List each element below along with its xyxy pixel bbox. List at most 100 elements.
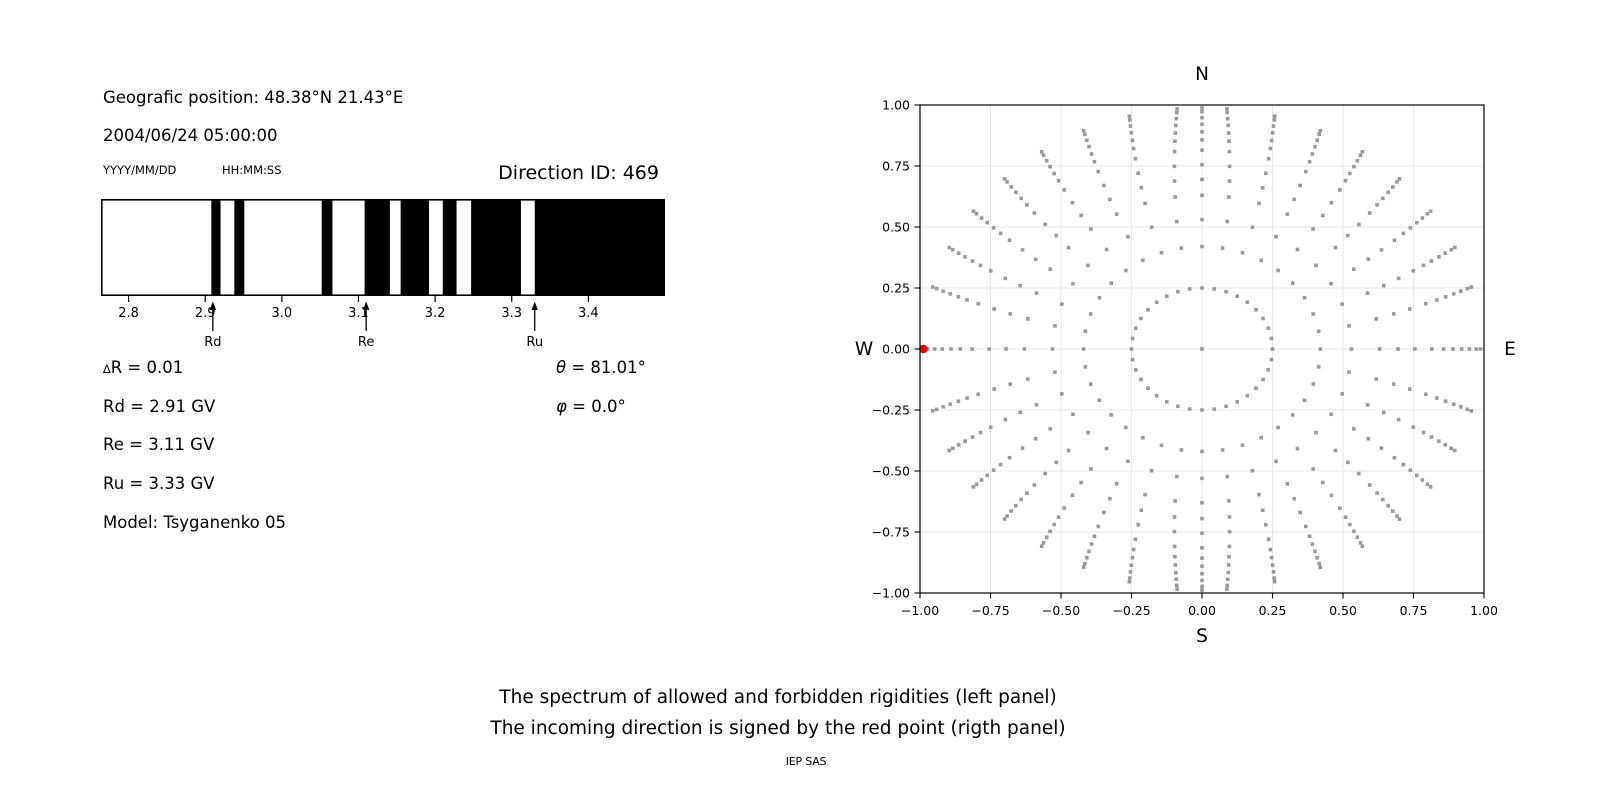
direction-dot — [1428, 485, 1433, 489]
direction-dot — [1345, 460, 1350, 465]
direction-dot — [963, 255, 967, 259]
direction-dot — [1008, 382, 1013, 386]
direction-dot — [1357, 222, 1361, 227]
direction-dot — [1018, 410, 1023, 415]
direction-dot — [1062, 188, 1066, 192]
direction-dot — [1019, 497, 1023, 502]
direction-dot — [1227, 164, 1232, 169]
direction-dot — [1443, 399, 1448, 403]
direction-dot — [1044, 158, 1049, 163]
direction-dot — [1083, 329, 1088, 334]
direction-dot — [1071, 281, 1075, 286]
direction-dot — [1408, 307, 1412, 311]
direction-dot — [1200, 476, 1204, 481]
direction-dot — [1020, 248, 1025, 252]
direction-dot — [1311, 312, 1316, 316]
direction-dot — [979, 216, 984, 220]
direction-dot — [1081, 565, 1086, 570]
direction-dot — [998, 462, 1003, 467]
y-tick-label: −1.00 — [872, 586, 910, 601]
direction-dot — [1226, 131, 1231, 135]
direction-dot — [1235, 400, 1240, 404]
direction-dot — [1066, 448, 1071, 453]
direction-dot — [1441, 347, 1446, 351]
direction-dot — [1224, 404, 1228, 409]
direction-dot — [1200, 564, 1204, 568]
direction-dot — [1397, 177, 1402, 181]
direction-dot — [1345, 233, 1350, 238]
direction-dot — [1032, 211, 1037, 215]
direction-dot — [1443, 295, 1448, 299]
direction-dot — [1043, 471, 1047, 476]
direction-dot — [992, 307, 996, 311]
direction-dot — [1226, 123, 1231, 128]
x-tick-label: 1.00 — [1470, 603, 1498, 618]
re-arrowhead — [362, 301, 370, 310]
direction-dot — [1451, 292, 1456, 296]
direction-dot — [1179, 448, 1184, 452]
direction-dot — [1130, 336, 1135, 341]
direction-dot — [1025, 203, 1029, 207]
direction-dot — [1007, 455, 1012, 460]
direction-dot — [1014, 503, 1018, 508]
direction-dot — [1329, 493, 1334, 498]
direction-dot — [1452, 448, 1457, 453]
direction-dot — [1149, 225, 1154, 230]
x-tick-label: −1.00 — [901, 603, 939, 618]
direction-dot — [976, 392, 980, 397]
direction-dot — [1020, 446, 1025, 450]
direction-dot — [1079, 480, 1084, 485]
direction-dot — [1478, 347, 1483, 351]
x-tick-label: 3.4 — [578, 306, 599, 321]
direction-dot — [1200, 162, 1204, 167]
direction-dot — [1127, 118, 1132, 122]
direction-dot — [1025, 377, 1030, 381]
direction-dot — [1225, 577, 1230, 582]
direction-dot — [1200, 122, 1204, 127]
direction-dot — [1109, 413, 1114, 417]
direction-dot — [1200, 286, 1204, 290]
direction-dot — [1266, 537, 1271, 542]
direction-dot — [1200, 217, 1204, 222]
direction-dot — [985, 220, 990, 225]
direction-dot — [1449, 446, 1454, 451]
compass-east-label: E — [1504, 339, 1516, 360]
direction-dot — [1131, 146, 1136, 151]
direction-dot — [1005, 514, 1009, 518]
direction-dot — [1311, 382, 1316, 386]
theta-symbol: θ — [556, 358, 567, 377]
direction-dot — [1086, 430, 1090, 435]
direction-dot — [1136, 171, 1140, 176]
direction-dot — [1261, 377, 1265, 382]
direction-dot — [1097, 398, 1102, 403]
direction-dot — [1391, 382, 1396, 386]
direction-dot — [1395, 180, 1399, 184]
ru-arrowhead — [531, 301, 538, 310]
direction-dot — [956, 295, 961, 299]
direction-dot — [1420, 478, 1425, 482]
direction-dot — [1007, 238, 1012, 243]
direction-dot — [1200, 588, 1204, 592]
direction-dot — [1172, 529, 1177, 534]
direction-dot — [1311, 467, 1315, 471]
direction-dot — [1085, 555, 1089, 560]
direction-dot — [1173, 563, 1178, 567]
phi-value: φ = 0.0° — [556, 397, 626, 416]
direction-dot — [1290, 281, 1295, 285]
direction-dot — [1270, 563, 1275, 568]
y-tick-label: −0.75 — [872, 525, 910, 540]
direction-dot — [1295, 247, 1300, 252]
direction-dot — [1285, 482, 1290, 486]
direction-dot — [1298, 183, 1302, 188]
date-format-label: YYYY/MM/DD — [103, 163, 177, 177]
direction-dot — [1452, 245, 1457, 250]
direction-dot — [1310, 542, 1315, 546]
y-tick-label: 0.50 — [882, 220, 910, 235]
direction-dot — [1474, 347, 1479, 351]
direction-dot — [1360, 544, 1365, 548]
direction-dot — [1128, 570, 1133, 574]
direction-dot — [1381, 283, 1386, 288]
direction-dot — [1004, 347, 1008, 351]
direction-dot — [1465, 407, 1470, 412]
forbidden-band — [211, 200, 221, 295]
